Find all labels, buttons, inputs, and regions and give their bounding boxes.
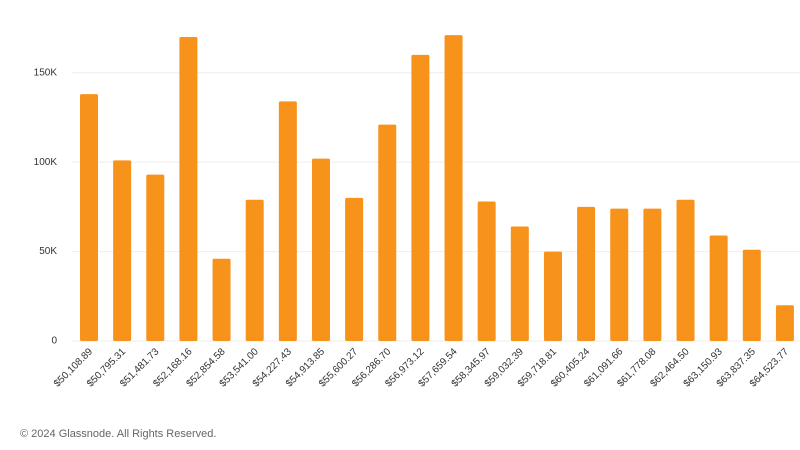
bar <box>709 235 728 341</box>
bar <box>113 160 132 341</box>
bar <box>742 249 761 341</box>
bar <box>543 251 562 341</box>
footer: © 2024 Glassnode. All Rights Reserved. <box>20 428 216 440</box>
bar <box>444 35 463 341</box>
bar <box>179 36 198 341</box>
y-tick-label: 100K <box>34 157 58 168</box>
bar <box>477 201 496 341</box>
bar <box>411 54 430 341</box>
y-tick-label: 50K <box>39 246 57 257</box>
bar <box>212 258 231 341</box>
bar <box>775 305 794 341</box>
bar <box>643 208 662 341</box>
bar <box>311 158 330 341</box>
y-tick-label: 150K <box>34 67 58 78</box>
bar <box>510 226 529 341</box>
y-tick-label: 0 <box>51 336 57 347</box>
bar <box>676 199 695 341</box>
bar <box>146 174 165 341</box>
bar <box>80 94 98 341</box>
bar <box>278 101 297 342</box>
bar <box>245 199 264 341</box>
bar <box>577 206 596 341</box>
bar <box>610 208 629 341</box>
bar <box>378 124 397 341</box>
bar <box>345 197 364 341</box>
